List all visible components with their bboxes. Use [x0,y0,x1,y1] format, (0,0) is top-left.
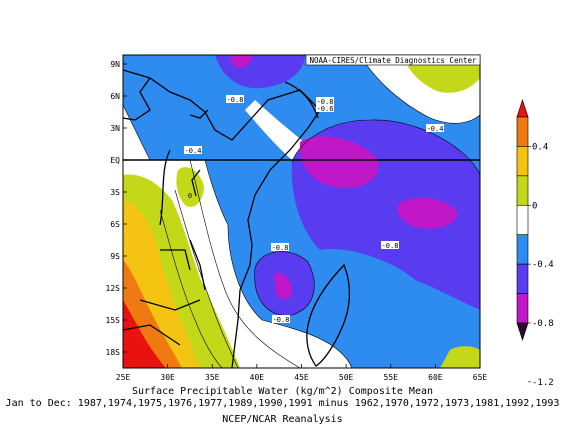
contour-label: 0 [188,192,192,200]
x-tick-label: 35E [205,373,220,382]
y-tick-label: 15S [106,316,121,325]
colorbar-segment [516,263,529,294]
x-tick-label: 30E [160,373,175,382]
y-tick-label: 12S [106,284,121,293]
x-tick-label: 45E [294,373,309,382]
caption-years: Jan to Dec: 1987,1974,1975,1976,1977,198… [5,398,560,409]
x-tick-label: 40E [250,373,265,382]
colorbar-segment [516,116,529,147]
caption-source: NCEP/NCAR Reanalysis [222,414,343,425]
contour-label: -0.8 [382,242,399,250]
colorbar-tick-label: -1.2 [532,378,554,388]
contour-label: -0.8 [227,96,244,104]
colorbar-bottom-arrow [516,322,529,341]
x-tick-label: 65E [473,373,488,382]
contour-label: -0.8 [273,316,290,324]
x-tick-label: 50E [339,373,354,382]
colorbar-tick-label: -0.8 [532,319,554,329]
credit-box [305,54,481,66]
colorbar-top-arrow [516,99,529,118]
colorbar: 0.4 0 -0.4 -0.8 -1.2 [516,99,554,388]
y-tick-label: 18S [106,348,121,357]
y-tick-label: 3N [110,124,120,133]
x-tick-label: 25E [116,373,131,382]
colorbar-tick-label: -0.4 [532,260,554,270]
colorbar-tick-label: 0 [532,201,537,211]
contour-label-group: -0.8 -0.8 -0.6 -0.4 -0.4 0 -0.8 -0.8 -0.… [184,95,444,324]
colorbar-segment [516,234,529,265]
caption-title: Surface Precipitable Water (kg/m^2) Comp… [131,386,434,397]
filled-contours [123,55,480,368]
contour-label: -0.8 [272,244,289,252]
colorbar-segment [516,204,529,236]
y-tick-label: 9N [110,60,120,69]
y-tick-label: 9S [110,252,120,261]
contour-label: -0.6 [317,105,334,113]
contour-lines [123,55,480,368]
x-tick-label: 55E [384,373,399,382]
contour-label: -0.4 [185,147,202,155]
y-axis: 9N 6N 3N EQ 3S 6S 9S 12S 15S 18S [106,60,127,357]
y-tick-label: 3S [110,188,120,197]
y-tick-label: 6S [110,220,120,229]
colorbar-segment [516,293,529,324]
colorbar-tick-label: 0.4 [532,142,548,152]
x-axis: 25E 30E 35E 40E 45E 50E 55E 60E 65E [116,364,488,382]
y-tick-label: EQ [110,156,120,165]
coastlines [123,69,351,368]
contour-label: -0.8 [317,98,334,106]
colorbar-segment [516,146,529,177]
y-tick-label: 6N [110,92,120,101]
colorbar-segment [516,175,529,206]
x-tick-label: 60E [428,373,443,382]
credit-text: NOAA-CIRES/Climate Diagnostics Center [309,56,477,65]
contour-label: -0.4 [427,125,444,133]
